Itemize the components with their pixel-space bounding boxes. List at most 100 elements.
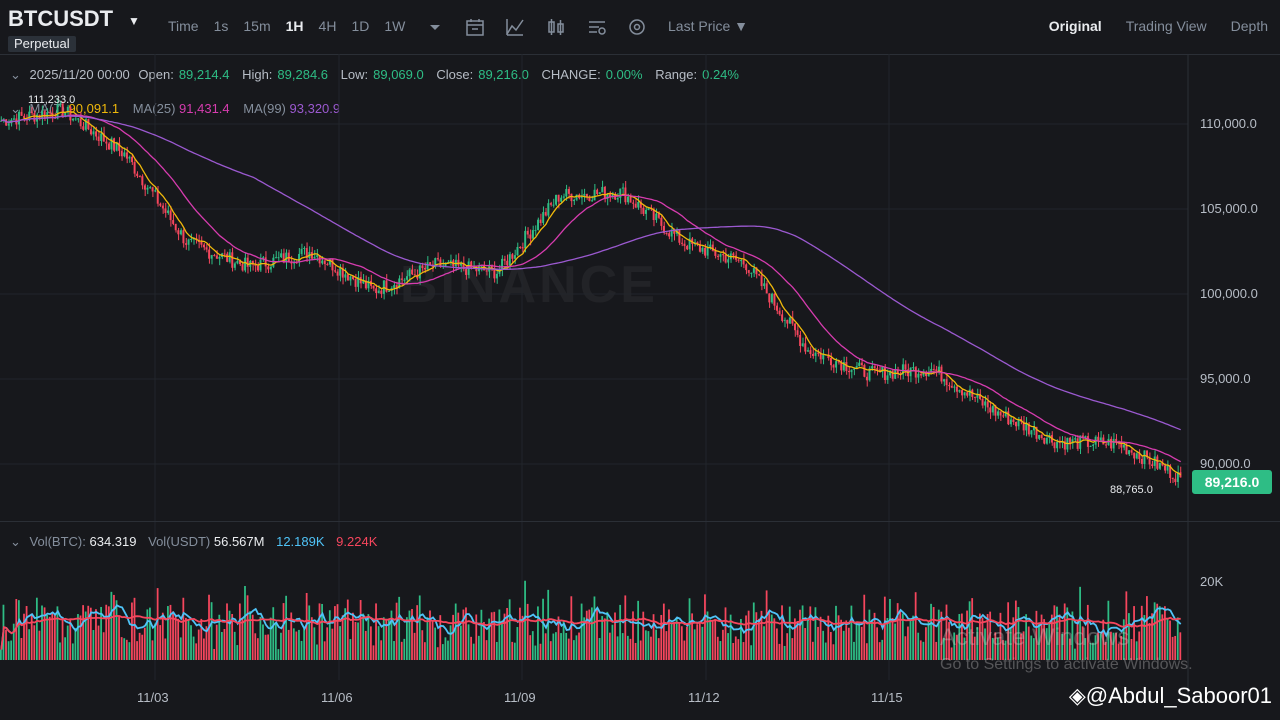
volume-bar [768,612,771,660]
volume-bar [218,614,221,660]
volume-bar [408,610,411,660]
interval-1s[interactable]: 1s [213,18,229,34]
candle-body [899,373,902,375]
close-value: 89,216.0 [478,67,529,82]
volume-bar [107,606,110,660]
volume-bar [742,642,745,660]
calendar-icon[interactable] [464,16,486,38]
volume-bar [555,632,557,660]
candle-body [925,372,928,377]
interval-more-icon[interactable] [424,16,446,38]
volume-bar [344,608,347,660]
interval-1h[interactable]: 1H [285,18,304,34]
volume-bar [388,619,390,660]
interval-4h[interactable]: 4H [318,18,337,34]
candle-body [352,276,354,280]
candle-body [1112,438,1115,449]
candle-body [758,274,760,276]
volume-bar [704,594,706,660]
candle-body [100,133,103,142]
candle-body [1094,436,1097,445]
candle-body [269,266,272,270]
candle-type-icon[interactable] [545,16,567,38]
volume-bar [724,607,727,660]
volume-bar [680,626,683,660]
candle-body [12,118,15,120]
candle-body [907,369,910,377]
candle-body [639,201,642,208]
candle-body [71,118,74,121]
price-tick-label: 105,000.0 [1200,201,1258,216]
view-original[interactable]: Original [1048,18,1102,34]
interval-1w[interactable]: 1W [384,18,406,34]
gear-icon[interactable] [626,16,648,38]
candle-body [1122,444,1125,448]
chart-settings-icon[interactable] [586,16,608,38]
price-type-dropdown[interactable]: Last Price ▼ [668,18,748,34]
volume-bar [226,603,228,660]
candle-body [567,189,570,194]
volume-bar [149,607,151,660]
author-credit-text: @Abdul_Saboor01 [1085,683,1272,708]
volume-bar [46,614,49,660]
volume-bar [632,611,634,660]
candle-body [259,259,262,271]
ma-collapse-icon[interactable]: ⌄ [10,101,21,116]
symbol-title[interactable]: BTCUSDT [8,6,114,31]
candle-body [516,246,519,256]
vol-collapse-icon[interactable]: ⌄ [10,534,21,549]
candle-body [161,205,164,209]
collapse-chevron-icon[interactable]: ⌄ [10,67,21,82]
interval-15m[interactable]: 15m [243,18,271,34]
interval-time[interactable]: Time [168,18,199,34]
candle-body [824,354,827,356]
volume-bar [698,621,701,660]
candle-body [871,366,874,369]
candle-body [817,352,820,354]
view-trading-view[interactable]: Trading View [1125,18,1207,34]
volume-bar [179,637,182,660]
candle-body [313,256,316,259]
indicator-icon[interactable] [504,16,526,38]
view-depth[interactable]: Depth [1230,18,1268,34]
interval-1d[interactable]: 1D [351,18,370,34]
volume-bar [48,616,51,660]
candle-body [539,219,542,223]
candle-body [7,123,10,126]
volume-bar [223,628,226,660]
candle-body [537,219,540,231]
candle-body [1007,411,1010,425]
candle-body [110,138,113,150]
candle-body [125,152,128,159]
candle-body [642,207,645,214]
candle-body [547,203,550,216]
candle-body [238,260,241,265]
candle-body [1086,436,1089,447]
volume-bar [781,605,783,660]
candle-body [290,262,293,264]
candle-body [675,230,678,234]
candle-body [25,118,28,120]
candle-body [1002,415,1005,417]
candle-body [2,119,5,121]
candle-body [534,230,537,232]
volume-bar [200,618,203,660]
candle-body [729,253,732,260]
volume-bar [244,586,246,660]
volume-bar [853,641,855,660]
volume-bar [197,629,200,660]
candle-body [1032,426,1035,431]
pane-divider[interactable] [0,521,1280,522]
volume-bar [922,641,925,660]
candle-body [526,230,529,235]
candle-body [786,319,789,324]
volume-bar [1151,613,1153,660]
candle-body [1020,419,1023,422]
candle-body [249,260,252,267]
volume-bar [318,603,321,660]
candle-body [662,225,665,233]
volume-bar [758,618,760,660]
candle-body [680,242,683,244]
symbol-dropdown-icon[interactable]: ▼ [128,14,140,28]
close-label: Close: [436,67,474,82]
